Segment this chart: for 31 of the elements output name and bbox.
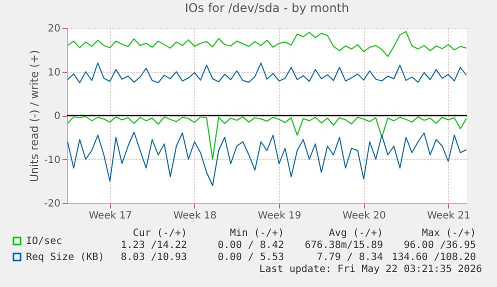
y-tick-label: 20 [48,24,60,34]
x-tick-label: Week 20 [342,210,386,222]
y-tick-label: -20 [44,198,60,210]
text: Cur (-/+) [132,228,187,239]
text: 7.79 / 8.34 [316,252,383,263]
y-tick-label: 10 [48,67,60,78]
text: Last update: Fri May 22 03:21:35 2026 [259,264,482,275]
text: 134.60 /108.20 [392,252,476,263]
line-series [67,116,467,160]
line-series [67,62,467,84]
text: 676.38m/15.89 [304,240,383,251]
line-series [67,31,467,57]
y-axis-title: Units read (-) / write (+) [28,50,42,182]
y-tick-label: 0 [54,111,60,122]
y-tick-label: -10 [44,154,60,166]
legend-label: IO/sec [26,236,62,247]
text: Avg (-/+) [328,228,383,239]
x-tick-label: Week 17 [88,210,132,222]
x-tick-label: Week 19 [258,210,302,222]
text: Max (-/+) [422,228,476,239]
text: 8.03 /10.93 [120,252,187,263]
text: Min (-/+) [230,228,284,239]
text: 0.00 / 8.42 [218,240,284,251]
chart-title: IOs for /dev/sda - by month [184,1,350,15]
x-tick-label: Week 18 [173,210,217,222]
line-series [67,132,467,186]
legend-label: Req Size (KB) [26,252,104,263]
text: 0.00 / 5.53 [218,252,284,263]
x-tick-label: Week 21 [427,210,470,222]
text: 1.23 /14.22 [120,240,187,251]
text: 96.00 /36.95 [404,240,476,251]
